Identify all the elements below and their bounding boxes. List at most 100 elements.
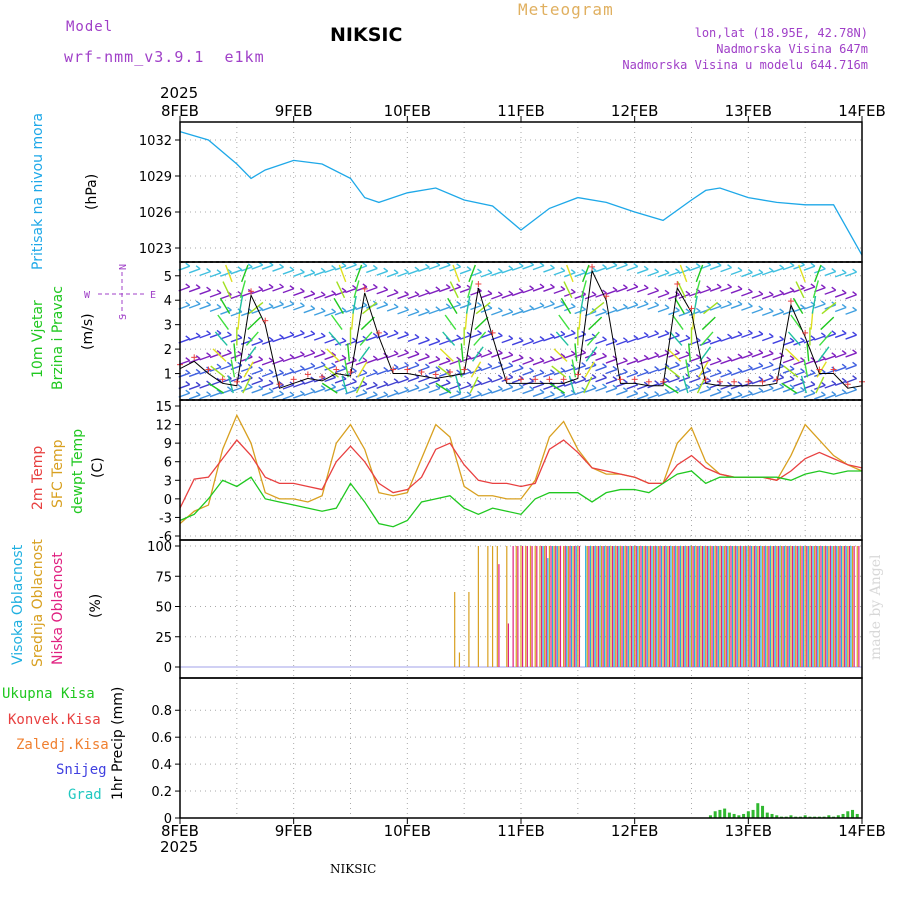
wind-burst-arrow <box>355 376 365 394</box>
wind-arrow-head <box>362 301 368 307</box>
wind-arrow-head <box>591 291 597 296</box>
wind-arrow-head <box>518 364 524 369</box>
x-date-label-top: 12FEB <box>611 102 658 120</box>
wind-arrow <box>522 370 534 376</box>
wind-arrow-head <box>831 391 837 396</box>
wind-arrow <box>438 360 451 366</box>
wind-burst-arrow <box>475 301 491 315</box>
wind-arrow-head <box>841 303 847 309</box>
wind-arrow <box>834 306 847 313</box>
wind-burst-arrow <box>699 346 712 362</box>
wind-arrow <box>188 371 201 378</box>
wind-arrow-head <box>789 355 795 360</box>
wind-arrow-head <box>331 373 337 378</box>
wind-arrow <box>220 309 232 315</box>
wind-arrow <box>709 264 722 271</box>
wind-arrow <box>782 387 795 393</box>
wind-burst-arrow <box>447 297 458 315</box>
precip-bar <box>713 811 717 818</box>
wind-arrow-head <box>466 354 472 359</box>
temp-sfc-line <box>179 413 863 525</box>
wind-arrow <box>689 356 701 363</box>
wind-arrow-head <box>539 336 545 341</box>
precip-legend-hail: Grad <box>68 787 102 803</box>
wind-arrow-head <box>622 284 628 289</box>
wind-burst-arrow <box>338 264 347 283</box>
wind-arrow <box>511 340 524 346</box>
compass-n: N <box>118 264 129 270</box>
wind-arrow <box>376 304 388 310</box>
wind-burst-arrow <box>566 264 574 283</box>
wind-arrow <box>564 392 576 399</box>
x-date-label-top: 13FEB <box>725 102 772 120</box>
wind-arrow-head <box>216 329 222 334</box>
wind-speed-line <box>179 269 863 389</box>
wind-arrow-head <box>810 335 816 340</box>
wind-arrow-head <box>695 364 701 369</box>
wind-arrow-head <box>268 283 274 288</box>
wind-arrow-head <box>570 329 576 334</box>
wind-arrow-head <box>758 387 764 392</box>
wind-arrow-head <box>477 390 482 395</box>
wind-arrow-head <box>643 391 649 396</box>
wind-arrow-head <box>737 266 743 272</box>
wind-arrow-head <box>247 263 253 268</box>
precip-bar <box>855 813 859 818</box>
wind-burst-arrow <box>344 359 349 378</box>
wind-arrow-head <box>633 356 639 361</box>
wind-arrow <box>386 291 399 298</box>
wind-arrow <box>334 378 347 384</box>
wind-arrow-head <box>497 332 503 337</box>
wind-arrow <box>782 340 795 346</box>
wind-arrow-head <box>258 376 264 382</box>
wind-arrow-head <box>477 268 482 273</box>
wind-burst-arrow <box>820 316 835 331</box>
wind-arrow <box>720 303 732 309</box>
wind-arrow-head <box>195 381 201 386</box>
wind-arrow-head <box>206 391 211 396</box>
wind-arrow <box>793 381 805 387</box>
wind-arrow <box>511 386 524 393</box>
wind-arrow <box>438 286 451 293</box>
wind-arrow <box>480 352 493 358</box>
wind-arrow-head <box>654 390 660 396</box>
wind-arrow-head <box>331 290 337 295</box>
wind-arrow <box>647 354 659 361</box>
wind-arrow-head <box>810 389 816 394</box>
wind-arrow-head <box>539 302 545 307</box>
wind-arrow-head <box>487 290 493 295</box>
wind-burst-arrow <box>693 295 698 314</box>
wind-arrow <box>345 307 357 313</box>
wind-burst-arrow <box>558 314 570 330</box>
wind-arrow <box>261 286 274 293</box>
wind-burst-arrow <box>669 331 683 346</box>
wind-burst-arrow <box>800 375 807 394</box>
wind-arrow-head <box>747 288 753 293</box>
wind-arrow-head <box>466 391 472 396</box>
wind-arrow <box>491 377 503 383</box>
wind-arrow-head <box>789 262 795 267</box>
wind-arrow <box>668 364 680 370</box>
temp-dewpt-line <box>179 470 862 528</box>
wind-arrow <box>720 359 732 365</box>
wind-arrow-head <box>675 291 680 296</box>
wind-arrow <box>543 358 555 365</box>
wind-arrow <box>366 286 378 293</box>
wind-arrow <box>574 271 586 278</box>
wind-arrow <box>334 387 347 393</box>
wind-arrow <box>491 310 503 316</box>
wind-arrow <box>761 387 774 394</box>
wind-arrow-head <box>737 381 743 386</box>
wind-arrow-head <box>456 390 462 395</box>
wind-arrow <box>251 288 263 295</box>
wind-arrow <box>261 360 274 366</box>
wind-arrow <box>678 364 691 371</box>
wind-arrow <box>730 288 743 294</box>
wind-arrow-head <box>445 357 451 362</box>
wind-arrow <box>741 353 753 359</box>
wind-arrow <box>605 309 618 315</box>
wind-burst-arrow <box>580 280 587 298</box>
wind-arrow <box>532 305 545 311</box>
wind-arrow <box>293 305 305 311</box>
